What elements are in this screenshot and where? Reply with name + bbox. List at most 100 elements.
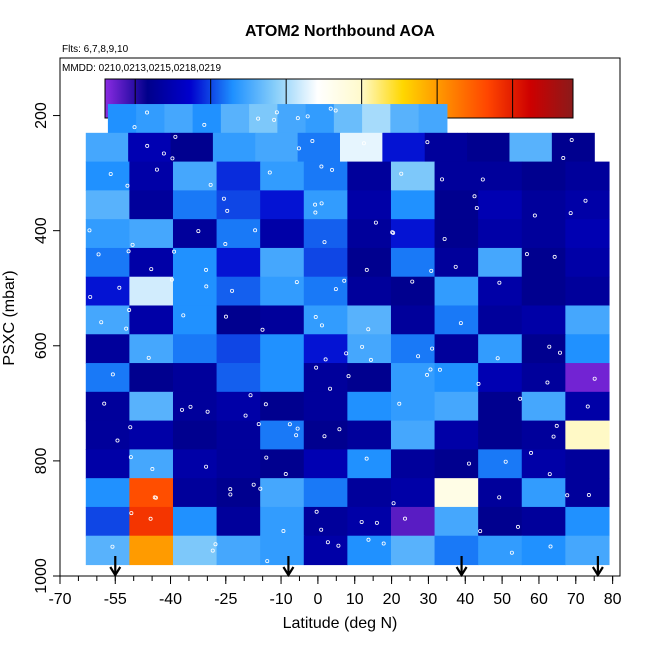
y-tick-label: 600 [33,332,50,359]
heatmap-cell [565,219,610,249]
heatmap-cell [390,276,436,307]
heatmap-cell [521,506,566,537]
heatmap-cells [85,104,610,566]
x-tick-label: -55 [104,591,127,608]
sample-marker [170,156,175,161]
x-tick-label: 70 [567,591,585,608]
heatmap-cell [478,506,523,537]
heatmap-cell [478,420,523,450]
sample-marker [188,404,193,409]
heatmap-cell [303,219,348,249]
heatmap-cell [129,449,174,479]
heatmap-cell [303,363,348,393]
heatmap-cell [303,391,348,422]
heatmap-cell [521,219,566,249]
sample-marker [592,376,597,381]
sample-marker [221,196,226,201]
x-axis-label: Latitude (deg N) [283,615,398,632]
heatmap-cell [260,305,305,335]
heatmap-cell [260,391,305,422]
sample-marker [181,313,186,318]
sample-marker [569,138,574,143]
heatmap-cell [260,276,305,307]
sample-marker [399,171,404,176]
heatmap-cell [172,535,218,566]
heatmap-cell [129,161,174,191]
sample-marker [568,211,573,216]
heatmap-cell [434,535,479,566]
sample-marker [287,422,292,427]
x-tick-label: 50 [493,591,511,608]
heatmap-cell [478,219,523,249]
sample-marker [586,493,591,498]
heatmap-cell [347,506,392,537]
heatmap-cell [216,190,261,220]
heatmap-cell [347,478,392,508]
sample-marker [344,351,349,356]
heatmap-cell [129,276,174,307]
sample-marker [263,402,268,407]
sample-marker [374,520,379,525]
heatmap-cell [260,363,305,393]
sample-marker [425,140,430,145]
heatmap-cell [216,506,261,537]
heatmap-cell [521,535,566,566]
heatmap-cell [85,132,129,163]
sample-marker [127,307,132,312]
heatmap-cell [212,132,256,163]
sample-marker [129,511,134,516]
heatmap-cell [434,190,479,220]
heatmap-cell [565,391,610,422]
sample-marker [529,450,534,455]
heatmap-cell [303,449,348,479]
sample-marker [416,354,421,359]
heatmap-cell [85,449,130,479]
x-tick-label: -70 [48,591,71,608]
sample-marker [585,404,590,409]
heatmap-cell [85,247,130,278]
heatmap-cell [172,247,218,278]
sample-marker [313,202,318,207]
heatmap-cell [129,420,174,450]
sample-marker [128,455,133,460]
sample-marker [359,519,364,524]
heatmap-cell [434,247,479,278]
heatmap-cell [390,535,436,566]
sample-marker [208,182,213,187]
y-axis: 200 400 600 800 1000 [33,102,60,594]
heatmap-cell [220,104,250,134]
sample-marker [146,355,151,360]
heatmap-cell [85,506,130,537]
sample-marker [313,210,318,215]
sample-marker [210,548,215,553]
heatmap-cell [172,190,218,220]
heatmap-cell [521,334,566,364]
heatmap-cell [521,391,566,422]
heatmap-cell [390,334,436,364]
heatmap-cell [249,104,278,134]
sample-marker [294,433,299,438]
heatmap-cell [478,449,523,479]
sample-marker [230,288,235,293]
heatmap-cell [305,104,335,134]
sample-marker [256,116,261,121]
heatmap-cell [347,363,392,393]
heatmap-cell [129,334,174,364]
sample-marker [554,423,559,428]
heatmap-cell [172,334,218,364]
sample-marker [265,559,270,564]
heatmap-cell [565,334,610,364]
heatmap-cell [85,478,130,508]
sample-marker [154,167,159,172]
sample-marker [161,151,166,156]
sample-marker [251,482,256,487]
sample-marker [267,170,272,175]
heatmap-cell [434,420,479,450]
sample-marker [310,139,315,144]
profile-arrow-head [455,566,468,578]
sample-marker [272,117,277,122]
heatmap-cell [418,104,448,134]
heatmap-cell [170,132,214,163]
heatmap-cell [390,420,436,450]
sample-marker [474,205,479,210]
